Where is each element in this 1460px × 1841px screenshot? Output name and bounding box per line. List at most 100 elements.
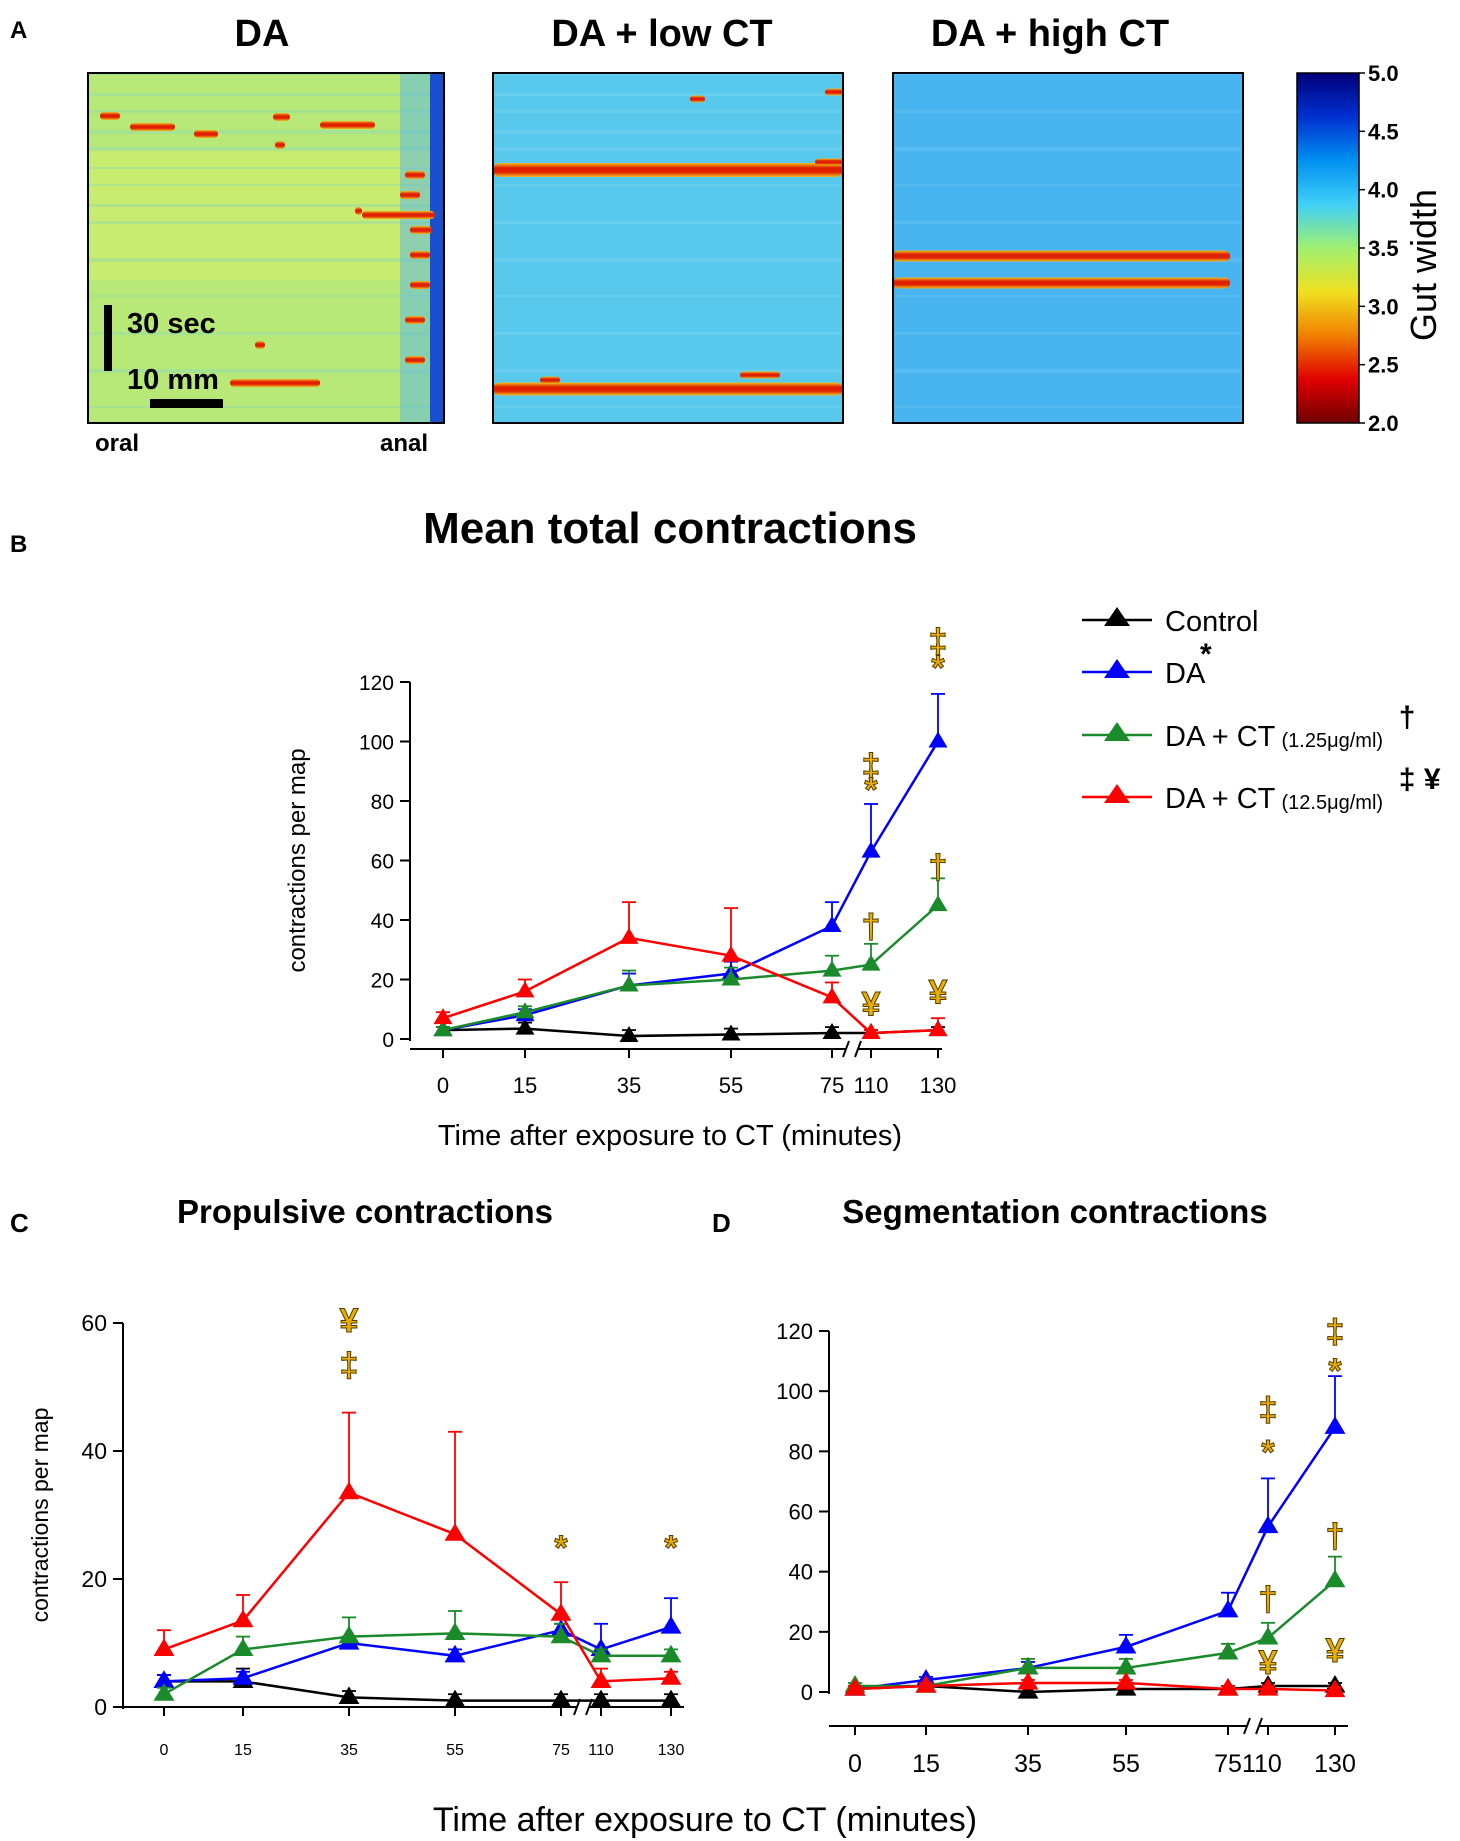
legend-label: Control [1165, 606, 1259, 638]
legend-significance: ‡ ¥ [1399, 763, 1441, 796]
legend-marker [1104, 784, 1130, 803]
axis-break [1255, 1717, 1263, 1735]
panel-label-c: C [10, 1208, 29, 1238]
colorbar-label: Gut width [1403, 189, 1444, 341]
x-tick-label: 0 [848, 1750, 862, 1778]
chart-c-title: Propulsive contractions [177, 1193, 553, 1230]
chart-c-propulsive: 0 20 40 60 0 15 35 55 75 110 130 contractions per m… [27, 1301, 684, 1759]
data-point [1017, 1671, 1039, 1690]
colorbar-tick-label: 5.0 [1368, 61, 1399, 86]
data-point [1257, 1626, 1279, 1645]
data-point [660, 1689, 682, 1708]
panel-label-a: A [10, 17, 27, 44]
data-point [590, 1644, 612, 1663]
contraction-band [100, 112, 120, 120]
significance-mark: * [664, 1529, 678, 1567]
data-point [844, 1677, 866, 1696]
panel-label-d: D [712, 1208, 731, 1238]
legend-significance: * [1200, 638, 1212, 671]
data-point [232, 1638, 254, 1656]
data-point [338, 1686, 360, 1704]
y-tick-label: 120 [359, 672, 394, 695]
map-texture [88, 167, 444, 169]
map-texture [88, 258, 444, 262]
x-tick-label: 0 [160, 1742, 169, 1759]
significance-mark: * [554, 1529, 568, 1567]
data-point [550, 1603, 572, 1621]
data-point [619, 927, 639, 944]
data-point [822, 1023, 842, 1040]
data-point [822, 987, 842, 1004]
map-texture [493, 258, 843, 262]
colorbar-tick-label: 4.5 [1368, 119, 1399, 144]
data-point [721, 969, 741, 986]
data-point [338, 1481, 360, 1500]
data-point [1257, 1515, 1279, 1534]
contraction-band [825, 88, 843, 96]
legend-item: Control [1082, 606, 1259, 638]
data-point [1017, 1656, 1039, 1675]
axis-label-anal: anal [380, 430, 428, 457]
panel-label-b: B [10, 531, 27, 558]
data-point [444, 1689, 466, 1708]
map-texture [88, 93, 444, 96]
contraction-band [893, 250, 1230, 262]
data-point [433, 1020, 453, 1037]
map-texture [493, 147, 843, 151]
map-texture [88, 406, 444, 408]
map-texture [88, 184, 444, 186]
significance-mark: * [1261, 1433, 1275, 1471]
significance-mark: † [929, 848, 948, 886]
map-texture [88, 332, 444, 335]
x-tick-label: 55 [719, 1073, 743, 1098]
contraction-band [275, 141, 285, 149]
map-texture [88, 221, 444, 224]
significance-mark: ¥ [862, 985, 881, 1023]
colorbar-tick-label: 2.5 [1368, 353, 1399, 378]
map-texture [493, 369, 843, 373]
data-point [660, 1616, 682, 1634]
axis-break [1243, 1717, 1251, 1735]
legend-marker [1104, 722, 1130, 741]
x-tick-label: 75110 [1214, 1750, 1282, 1778]
legend-label: DA [1165, 658, 1206, 690]
y-tick-label: 60 [371, 851, 394, 874]
scale-label-length: 10 mm [127, 364, 219, 396]
data-point [444, 1622, 466, 1640]
significance-mark: ‡ [340, 1347, 359, 1385]
map-texture [893, 332, 1243, 335]
contraction-band [540, 376, 560, 384]
data-point [660, 1667, 682, 1685]
x-tick-label: 15 [234, 1742, 252, 1759]
data-point [928, 731, 948, 748]
data-point [619, 1026, 639, 1043]
data-point [861, 841, 881, 858]
map-title-high-ct: DA + high CT [931, 13, 1169, 55]
data-point [590, 1689, 612, 1708]
map-texture [893, 369, 1243, 373]
contraction-band [493, 382, 843, 396]
contraction-band [405, 171, 425, 179]
spatiotemporal-map-low-ct [492, 72, 844, 424]
data-point [153, 1638, 175, 1656]
y-tick-label: 60 [81, 1310, 107, 1336]
map-texture [493, 295, 843, 297]
map-low-ct-background [493, 73, 843, 423]
data-point [861, 954, 881, 971]
series-da-ct-12-5-g-ml- [433, 901, 948, 1040]
x-tick-label: 75 [820, 1073, 844, 1098]
data-point [550, 1625, 572, 1644]
x-tick-label: 15 [513, 1073, 537, 1098]
map-high-ct-frame [892, 72, 1244, 424]
data-point [153, 1683, 175, 1701]
contraction-band [273, 113, 290, 121]
data-point [515, 1018, 535, 1035]
contraction-band [405, 316, 425, 324]
map-edge [430, 73, 444, 423]
axis-break [842, 1040, 850, 1058]
data-point [232, 1667, 254, 1685]
significance-mark: * [864, 771, 878, 809]
significance-mark: * [1328, 1352, 1342, 1390]
data-point [1017, 1681, 1039, 1699]
significance-mark: † [862, 908, 881, 946]
